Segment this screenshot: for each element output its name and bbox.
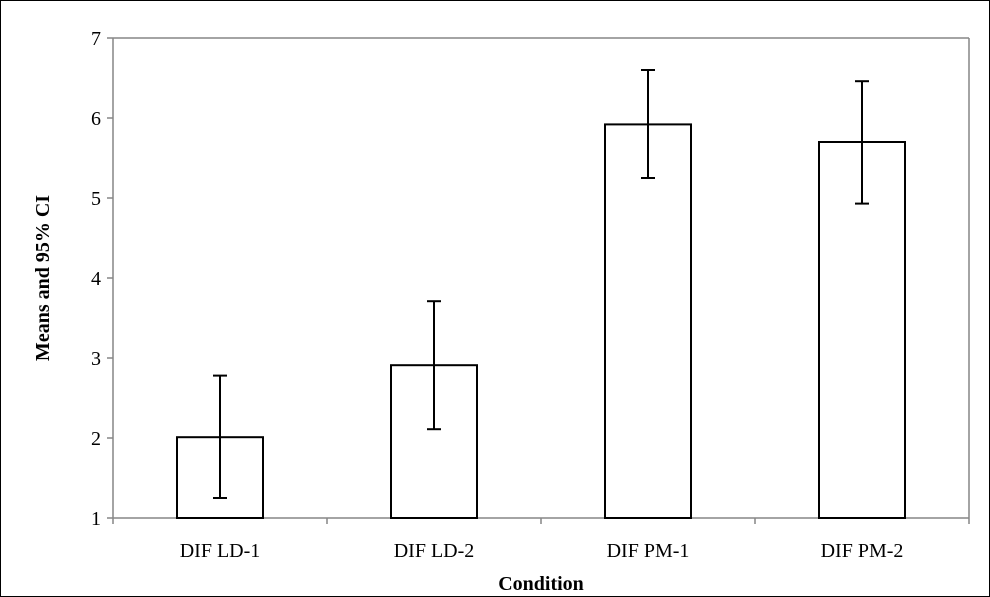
bar	[818, 141, 906, 519]
x-tick-label: DIF PM-2	[821, 540, 904, 562]
error-bar	[641, 69, 655, 179]
error-bars	[213, 69, 869, 499]
y-tick-label: 4	[91, 268, 101, 290]
y-tick-label: 2	[91, 428, 101, 450]
y-tick-label: 6	[91, 108, 101, 130]
bar	[604, 123, 692, 520]
y-ticks: 1 2 3 4 5 6 7	[91, 28, 113, 530]
x-tick-label: DIF LD-1	[180, 540, 261, 562]
error-bar	[213, 374, 227, 499]
error-bar	[427, 300, 441, 431]
x-ticks: DIF LD-1 DIF LD-2 DIF PM-1 DIF PM-2	[112, 518, 970, 562]
bars	[176, 123, 906, 520]
x-tick-label: DIF LD-2	[394, 540, 475, 562]
y-tick-label: 1	[91, 508, 101, 530]
y-axis-title: Means and 95% CI	[32, 195, 54, 361]
x-tick-label: DIF PM-1	[607, 540, 690, 562]
x-axis-title: Condition	[498, 573, 584, 595]
y-tick-label: 7	[91, 28, 101, 50]
y-tick-label: 3	[91, 348, 101, 370]
y-tick-label: 5	[91, 188, 101, 210]
error-bar	[855, 80, 869, 205]
